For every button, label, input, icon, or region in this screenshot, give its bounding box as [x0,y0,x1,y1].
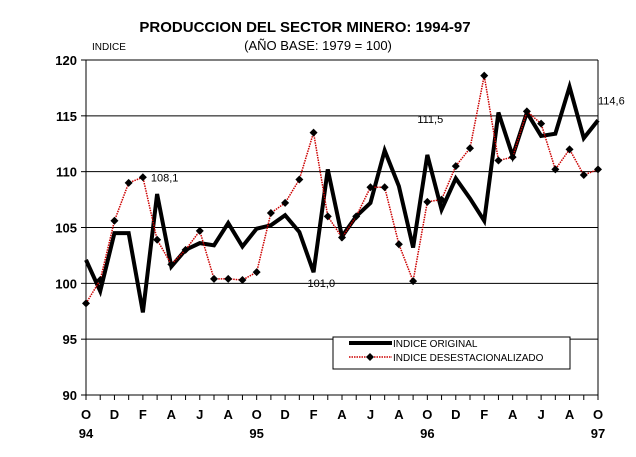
y-tick-label: 95 [63,332,77,347]
x-tick-label: D [110,407,119,422]
x-year-label: 97 [591,426,605,441]
data-point-desestacionalizado [380,183,389,192]
data-point-desestacionalizado [565,145,574,154]
data-point-desestacionalizado [323,212,332,221]
data-point-desestacionalizado [295,175,304,184]
data-point-desestacionalizado [579,171,588,180]
data-point-desestacionalizado [594,165,602,174]
series-layer [82,71,602,313]
data-label: 101,0 [308,278,336,290]
data-point-desestacionalizado [409,277,418,286]
data-point-desestacionalizado [309,128,318,137]
data-point-desestacionalizado [266,208,275,217]
y-tick-label: 110 [56,165,77,180]
series-line-desestacionalizado [85,75,599,304]
data-point-desestacionalizado [124,178,133,187]
data-point-desestacionalizado [522,107,531,116]
data-point-desestacionalizado [480,71,489,80]
x-tick-label: A [394,407,404,422]
y-tick-label: 100 [55,276,77,291]
series-line-original [84,79,600,313]
data-point-desestacionalizado [181,245,190,254]
data-point-desestacionalizado [508,153,517,162]
x-tick-label: D [451,407,460,422]
x-tick-label: D [280,407,289,422]
x-tick-label: A [167,407,177,422]
data-point-desestacionalizado [423,197,432,206]
y-tick-label: 90 [63,388,77,403]
x-tick-label: F [480,407,488,422]
data-point-desestacionalizado [82,299,90,308]
x-tick-label: A [565,407,575,422]
data-point-desestacionalizado [494,156,503,165]
legend-diamond-marker [366,353,374,361]
data-point-desestacionalizado [252,268,261,277]
x-tick-labels: O D F A J A O D F A J A O D F A J A O 94 95 96 97 [79,407,605,441]
y-tick-label: 120 [55,53,77,68]
annotations: 108,1 101,0 111,5 114,6 [151,95,625,290]
data-point-desestacionalizado [366,183,375,192]
data-point-desestacionalizado [551,165,560,174]
x-tick-label: J [537,407,544,422]
data-point-desestacionalizado [138,173,147,182]
data-point-desestacionalizado [153,235,162,244]
y-axis-label: INDICE [92,42,126,53]
x-tick-label: O [593,407,603,422]
data-point-desestacionalizado [195,226,204,235]
legend-label-original: INDICE ORIGINAL [393,339,478,350]
y-tick-label: 105 [55,221,77,236]
data-point-desestacionalizado [537,119,546,128]
x-tick-label: F [310,407,318,422]
data-point-desestacionalizado [281,198,290,207]
chart-title: PRODUCCION DEL SECTOR MINERO: 1994-97 [139,19,470,36]
y-tick-labels: 90 95 100 105 110 115 120 [55,53,77,403]
x-year-label: 94 [79,426,94,441]
data-point-desestacionalizado [96,275,105,284]
x-year-label: 96 [420,426,434,441]
x-tick-label: O [81,407,91,422]
x-tick-label: O [422,407,432,422]
data-label: 111,5 [417,114,443,126]
x-tick-label: F [139,407,147,422]
data-point-desestacionalizado [210,274,218,283]
x-tick-label: A [337,407,347,422]
data-point-desestacionalizado [352,212,361,221]
x-year-label: 95 [249,426,263,441]
data-point-desestacionalizado [224,274,233,283]
data-point-desestacionalizado [238,275,247,284]
axes [85,60,599,400]
x-tick-label: J [367,407,374,422]
data-label: 114,6 [598,95,625,107]
legend-label-desestacionalizado: INDICE DESESTACIONALIZADO [393,353,544,364]
data-point-desestacionalizado [451,162,460,171]
data-point-desestacionalizado [338,233,346,242]
data-label: 108,1 [151,172,179,184]
x-tick-label: J [196,407,203,422]
data-point-desestacionalizado [466,144,474,153]
data-point-desestacionalizado [167,260,176,269]
y-tick-label: 115 [56,109,77,124]
x-tick-label: A [224,407,234,422]
x-tick-label: O [252,407,262,422]
legend: INDICE ORIGINAL INDICE DESESTACIONALIZAD… [332,336,571,370]
chart-subtitle: (AÑO BASE: 1979 = 100) [244,38,392,53]
x-tick-label: A [508,407,518,422]
data-point-desestacionalizado [437,195,446,204]
data-point-desestacionalizado [110,216,119,225]
data-point-desestacionalizado [394,240,403,249]
